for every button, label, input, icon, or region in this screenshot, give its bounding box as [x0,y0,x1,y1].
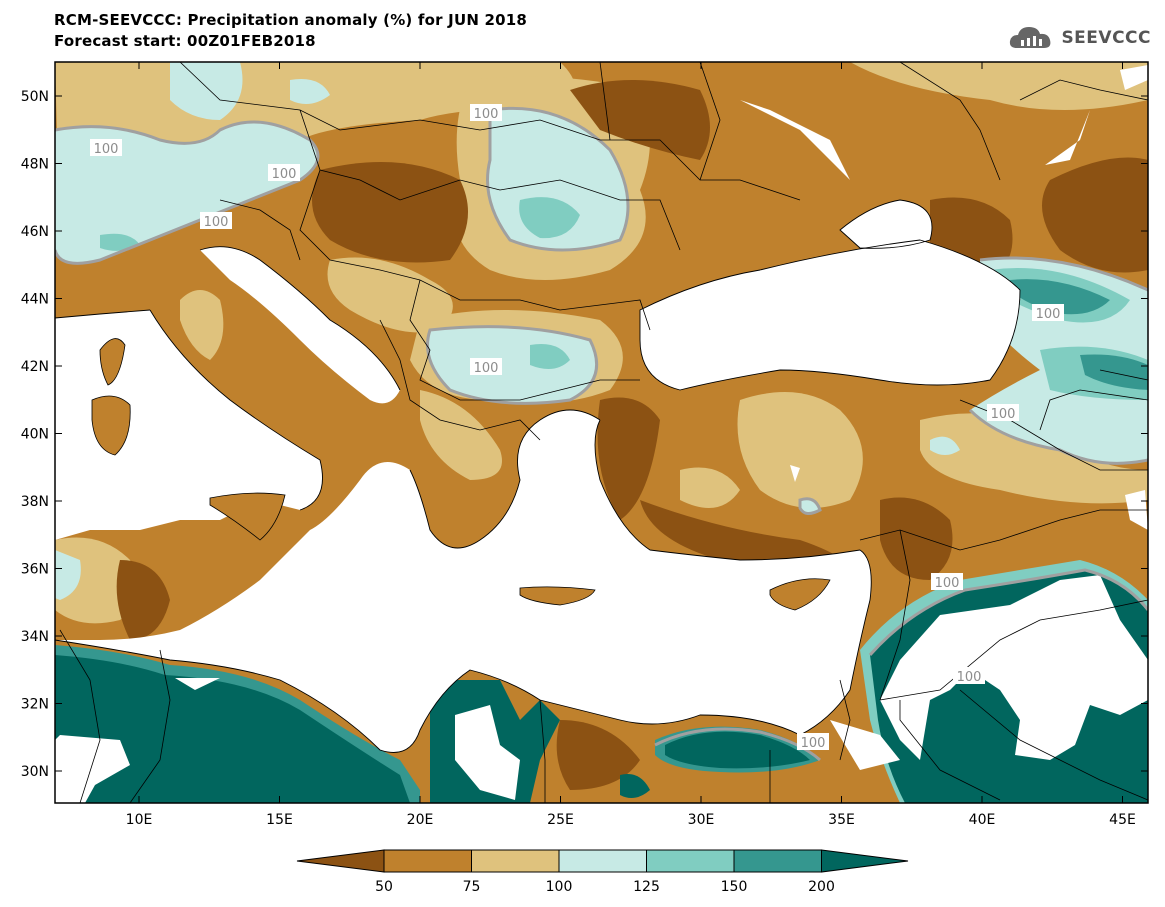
colorbar-segment [558,849,647,873]
contour-label: 100 [474,361,499,376]
lon-label: 25E [547,812,574,828]
contour-label: 100 [1036,307,1061,322]
colorbar-label: 50 [375,879,393,895]
forecast-start-label: Forecast start: 00Z01FEB2018 [54,32,316,50]
lat-label: 46N [21,224,49,240]
colorbar-segment [733,849,822,873]
latitude-axis: 50N 48N 46N 44N 42N 40N 38N 36N 34N 32N 30N [21,89,1148,780]
contour-labels: 100 100 100 100 100 100 100 100 100 100 [90,104,1064,751]
lat-label: 30N [21,764,49,780]
colorbar: 50 75 100 125 150 200 [296,849,909,895]
lat-label: 48N [21,157,49,173]
contour-label: 100 [94,142,119,157]
lat-label: 34N [21,629,49,645]
contour-label: 100 [935,576,960,591]
colorbar-segment [646,849,735,873]
lon-label: 40E [969,812,996,828]
lon-label: 10E [126,812,153,828]
anomaly-field: 100 100 100 100 100 100 100 100 100 100 [55,62,1148,803]
lon-label: 30E [688,812,715,828]
lon-label: 20E [407,812,434,828]
map-frame [54,61,1149,804]
contour-label: 100 [474,107,499,122]
colorbar-label: 125 [633,879,660,895]
lat-label: 38N [21,494,49,510]
colorbar-label: 75 [463,879,481,895]
colorbar-segment [296,849,385,873]
longitude-axis: 10E 15E 20E 25E 30E 35E 40E 45E [126,62,1136,828]
colorbar-segment [383,849,472,873]
lon-label: 45E [1109,812,1136,828]
map-title: RCM-SEEVCCC: Precipitation anomaly (%) f… [54,11,528,29]
lon-label: 35E [828,812,855,828]
lat-label: 32N [21,697,49,713]
colorbar-label: 100 [546,879,573,895]
lon-label: 15E [266,812,293,828]
lat-label: 44N [21,292,49,308]
lat-label: 40N [21,427,49,443]
colorbar-segment [471,849,560,873]
cloud-logo-icon [1010,27,1051,48]
lat-label: 36N [21,562,49,578]
lat-label: 50N [21,89,49,105]
contour-label: 100 [272,167,297,182]
contour-label: 100 [957,670,982,685]
contour-label: 100 [991,407,1016,422]
colorbar-segment [821,849,909,873]
seevccc-logo: SEEVCCC [1007,22,1151,54]
colorbar-label: 150 [721,879,748,895]
logo-text: SEEVCCC [1061,28,1151,48]
contour-label: 100 [801,736,826,751]
lat-label: 42N [21,359,49,375]
contour-label: 100 [204,215,229,230]
colorbar-label: 200 [808,879,835,895]
